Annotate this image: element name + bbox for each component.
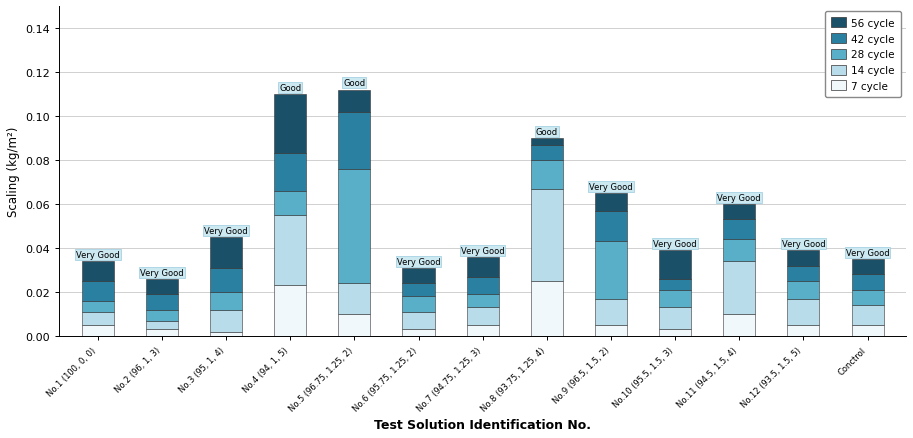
Bar [723, 220, 755, 240]
Bar [787, 251, 820, 266]
Bar [467, 257, 498, 277]
Bar [530, 145, 562, 161]
Bar [530, 139, 562, 145]
Text: Good: Good [343, 79, 365, 88]
Text: Very Good: Very Good [782, 240, 825, 248]
Text: Very Good: Very Good [654, 240, 697, 248]
Bar [659, 279, 691, 290]
Bar [210, 292, 242, 310]
Bar [82, 325, 114, 336]
Bar [595, 325, 627, 336]
Bar [403, 283, 435, 297]
Bar [82, 301, 114, 312]
Bar [146, 321, 178, 329]
Text: Very Good: Very Good [718, 193, 761, 202]
Bar [210, 310, 242, 332]
Text: Good: Good [536, 127, 558, 136]
Bar [339, 112, 371, 170]
Legend: 56 cycle, 42 cycle, 28 cycle, 14 cycle, 7 cycle: 56 cycle, 42 cycle, 28 cycle, 14 cycle, … [825, 12, 901, 98]
Text: Very Good: Very Good [461, 246, 505, 255]
Bar [274, 286, 306, 336]
Bar [210, 332, 242, 336]
Bar [403, 297, 435, 312]
Bar [339, 170, 371, 283]
Bar [595, 299, 627, 325]
Bar [852, 305, 884, 325]
Bar [339, 314, 371, 336]
Bar [595, 242, 627, 299]
Bar [852, 259, 884, 275]
Bar [146, 329, 178, 336]
Bar [852, 325, 884, 336]
Text: Good: Good [279, 84, 301, 92]
Bar [82, 312, 114, 325]
Bar [210, 237, 242, 268]
Bar [339, 283, 371, 314]
Text: Very Good: Very Good [845, 248, 889, 257]
Bar [403, 329, 435, 336]
Bar [723, 205, 755, 220]
Bar [210, 268, 242, 292]
Bar [146, 310, 178, 321]
Bar [530, 189, 562, 281]
Text: Very Good: Very Good [140, 268, 184, 277]
Bar [787, 281, 820, 299]
Bar [595, 194, 627, 211]
Bar [723, 314, 755, 336]
Bar [787, 266, 820, 281]
Bar [852, 275, 884, 290]
Bar [787, 325, 820, 336]
Bar [659, 329, 691, 336]
Bar [146, 279, 178, 294]
Bar [82, 281, 114, 301]
X-axis label: Test Solution Identification No.: Test Solution Identification No. [374, 418, 591, 431]
Text: Very Good: Very Good [76, 251, 120, 259]
Bar [595, 211, 627, 242]
Text: Very Good: Very Good [589, 182, 633, 191]
Bar [467, 277, 498, 294]
Bar [146, 294, 178, 310]
Bar [723, 261, 755, 314]
Bar [852, 290, 884, 305]
Bar [659, 307, 691, 329]
Bar [530, 161, 562, 189]
Bar [723, 240, 755, 261]
Bar [403, 312, 435, 329]
Bar [82, 261, 114, 281]
Bar [274, 191, 306, 215]
Bar [403, 268, 435, 283]
Bar [274, 215, 306, 286]
Text: Very Good: Very Good [205, 226, 248, 235]
Bar [339, 90, 371, 112]
Bar [530, 281, 562, 336]
Bar [274, 95, 306, 154]
Y-axis label: Scaling (kg/m²): Scaling (kg/m²) [7, 127, 20, 217]
Bar [467, 307, 498, 325]
Bar [659, 251, 691, 279]
Bar [467, 325, 498, 336]
Bar [659, 290, 691, 307]
Bar [274, 154, 306, 191]
Bar [467, 294, 498, 307]
Text: Very Good: Very Good [397, 257, 440, 266]
Bar [787, 299, 820, 325]
